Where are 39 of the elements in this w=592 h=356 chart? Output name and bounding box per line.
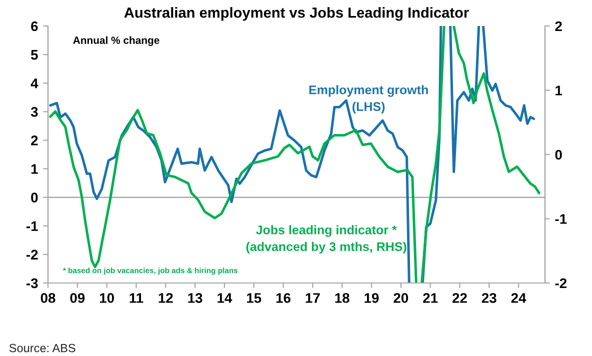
x-tick-label: 20 [394,293,408,303]
y2-tick-label: -2 [555,278,567,288]
x-tick-label: 10 [100,293,114,303]
x-tick-label: 11 [130,293,144,303]
series-label: Employment growth [309,85,428,97]
y-tick-label: 2 [31,136,38,146]
x-tick-label: 17 [306,293,320,303]
source-note: Source: ABS [9,344,76,352]
x-tick-label: 18 [335,293,350,303]
annotation: (LHS) [352,102,385,114]
y-tick-label: 5 [30,50,38,60]
y-tick-label: 4 [30,78,38,88]
x-tick-label: 23 [482,293,496,303]
y2-tick-label: 0 [555,150,562,160]
x-tick-label: 09 [70,293,85,303]
y-tick-label: 3 [30,107,38,117]
x-tick-label: 12 [158,293,173,303]
y-tick-label: -2 [26,250,38,260]
chart-title: Australian employment vs Jobs Leading Indicator [124,7,469,21]
y-tick-label: -1 [26,221,38,231]
x-tick-label: 15 [247,293,262,303]
x-tick-label: 14 [218,293,232,303]
annotation: Annual % change [73,36,160,46]
y-tick-label: 0 [31,192,38,203]
x-tick-label: 19 [364,293,379,303]
y-tick-label: 6 [31,21,38,32]
y2-tick-label: -1 [555,214,567,224]
x-tick-label: 08 [40,293,56,303]
series-label: Jobs leading indicator * [256,225,397,237]
x-tick-label: 22 [452,293,467,303]
x-tick-label: 16 [276,293,290,303]
x-tick-label: 24 [511,293,526,303]
x-tick-label: 21 [423,293,438,303]
y-tick-label: 1 [31,164,38,174]
annotation: (advanced by 3 mths, RHS) [246,242,406,254]
y2-tick-label: 2 [555,21,562,32]
y-tick-label: -3 [26,278,38,288]
y2-tick-label: 1 [556,86,562,96]
x-tick-label: 13 [188,293,202,303]
